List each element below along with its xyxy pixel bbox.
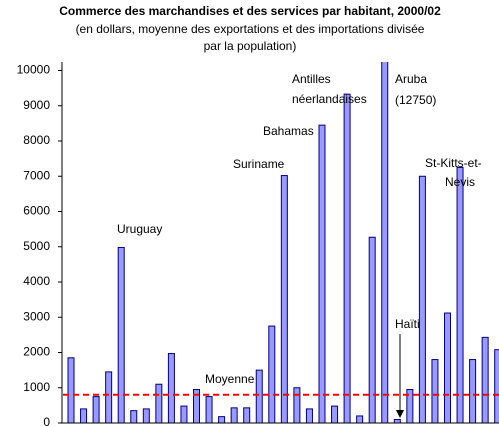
plot-area: [67, 62, 499, 424]
bar: [268, 325, 276, 424]
bar: [444, 312, 451, 424]
bar: [80, 408, 88, 424]
annotation: Haïti: [395, 317, 420, 331]
bar: [494, 349, 499, 424]
bar: [205, 396, 213, 424]
bar: [293, 387, 301, 424]
y-tick-label: 8000: [23, 133, 50, 147]
y-tick-label: 6000: [23, 204, 50, 218]
bar: [318, 124, 326, 424]
bar: [130, 410, 138, 424]
y-tick-label: 2000: [23, 345, 50, 359]
y-tick-label: 9000: [23, 98, 50, 112]
bar: [243, 407, 251, 424]
bar: [431, 359, 439, 424]
bar: [142, 408, 150, 424]
y-tick-label: 0: [43, 415, 50, 427]
annotation: Bahamas: [263, 124, 314, 138]
y-tick-label: 1000: [23, 380, 50, 394]
bar: [218, 416, 226, 424]
bar: [469, 359, 477, 424]
bar: [456, 166, 464, 424]
bar: [280, 175, 288, 424]
annotation: Antilles: [292, 72, 331, 86]
annotation: néerlandaises: [292, 92, 367, 106]
annotation: St-Kitts-et-: [425, 156, 482, 170]
bar: [393, 418, 401, 424]
data-label: (12750): [395, 93, 436, 107]
bar: [230, 407, 238, 424]
bar: [343, 93, 351, 424]
bar: [105, 371, 113, 424]
chart-title: Commerce des marchandises et des service…: [59, 4, 441, 18]
annotation: Aruba: [395, 72, 427, 86]
arrow-head: [396, 410, 404, 418]
bar: [331, 405, 339, 424]
chart-subtitle: par la population): [204, 39, 297, 53]
y-tick-label: 7000: [23, 168, 50, 182]
chart-subtitle: (en dollars, moyenne des exportations et…: [76, 22, 425, 36]
annotation: Suriname: [233, 157, 285, 171]
bar: [481, 336, 489, 424]
bar: [255, 369, 263, 424]
bar: [418, 175, 426, 424]
bar: [180, 405, 188, 424]
annotation: Uruguay: [117, 222, 162, 236]
bar: [167, 353, 175, 424]
y-tick-label: 10000: [17, 63, 51, 77]
bar: [356, 415, 364, 424]
annotation: Nevis: [445, 175, 475, 189]
bar: [305, 408, 313, 424]
y-tick-label: 5000: [23, 239, 50, 253]
y-tick-label: 3000: [23, 309, 50, 323]
bar: [381, 62, 389, 424]
bar: [67, 357, 75, 424]
y-tick-label: 4000: [23, 274, 50, 288]
bar: [92, 396, 100, 424]
bar: [117, 246, 125, 424]
reference-label: Moyenne: [205, 372, 255, 386]
bar: [155, 383, 163, 424]
